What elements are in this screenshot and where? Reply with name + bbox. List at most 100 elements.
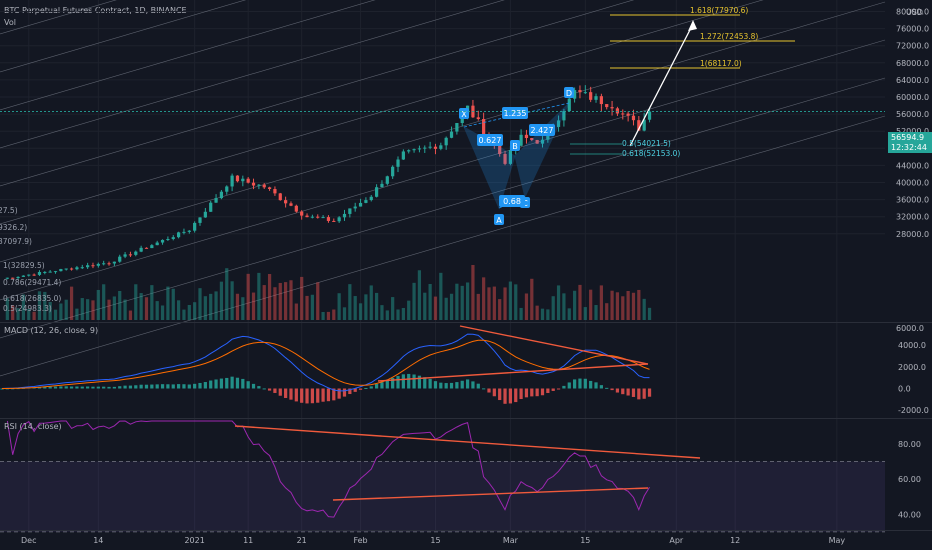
- volume-bar: [498, 299, 502, 320]
- candle-body: [241, 178, 245, 182]
- volume-bar: [53, 309, 58, 320]
- macd-histogram-bar: [273, 388, 277, 393]
- macd-histogram-bar: [583, 378, 587, 389]
- pattern-point-label: A: [496, 216, 502, 225]
- axes: 80000.0 76000.0 72000.0 68000.0 64000.0 60000…: [0, 8, 929, 545]
- macd-histogram-bar: [380, 382, 384, 389]
- volume-bar: [626, 290, 630, 320]
- macd-histogram-bar: [358, 388, 363, 390]
- macd-histogram-bar: [37, 386, 42, 389]
- macd-histogram-bar: [107, 386, 111, 389]
- volume-bar: [316, 282, 320, 320]
- macd-histogram-bar: [631, 388, 636, 397]
- candle-body: [428, 146, 432, 148]
- macd-histogram-bar: [407, 373, 411, 389]
- macd-histogram-bar: [535, 388, 539, 397]
- macd-histogram-bar: [48, 386, 52, 389]
- candle-body: [16, 276, 20, 279]
- volume-bar: [326, 311, 331, 320]
- candle-body: [300, 211, 304, 216]
- candle-body: [305, 215, 309, 218]
- macd-histogram-bar: [86, 386, 90, 389]
- pattern-ratio-label: 2.427: [531, 126, 554, 135]
- volume-bar: [412, 282, 416, 320]
- candle-body: [578, 90, 582, 93]
- volume-bar: [573, 290, 577, 320]
- candle-body: [5, 277, 9, 279]
- time-tick-label: 15: [580, 536, 590, 545]
- candle-body: [326, 217, 331, 221]
- macd-histogram-bar: [75, 386, 79, 389]
- time-tick-label: Apr: [669, 536, 684, 545]
- price-tick-label: 52000.0: [896, 127, 929, 136]
- macd-histogram-bar: [471, 381, 475, 389]
- candle-body: [69, 268, 74, 270]
- volume-bar: [465, 282, 470, 320]
- candle-body: [209, 202, 213, 212]
- volume-bar: [364, 294, 368, 320]
- price-tick-label: 36000.0: [896, 196, 929, 205]
- candle-body: [583, 92, 587, 94]
- macd-histogram-bar: [128, 385, 133, 389]
- volume-bar: [102, 284, 106, 320]
- macd-histogram-bar: [519, 388, 523, 400]
- volume-bar: [503, 287, 507, 320]
- candle-body: [530, 138, 534, 140]
- macd-histogram-bar: [64, 386, 68, 389]
- candle-body: [102, 263, 106, 265]
- candle-body: [615, 108, 620, 114]
- volume-bar: [118, 290, 122, 320]
- candle-body: [455, 123, 459, 132]
- current-price-tag: 56594.9: [888, 132, 932, 143]
- candle-body: [123, 254, 127, 257]
- candle-body: [21, 275, 26, 277]
- macd-histogram-bar: [289, 388, 293, 400]
- volume-bar: [567, 308, 571, 320]
- volume-bar: [348, 284, 352, 320]
- macd-histogram-bar: [599, 385, 603, 389]
- volume-bar: [476, 293, 480, 320]
- volume-bar: [594, 305, 598, 320]
- macd-histogram-bar: [187, 384, 191, 389]
- candle-body: [423, 147, 427, 149]
- price-tick-label: 32000.0: [896, 213, 929, 222]
- volume-bar: [332, 309, 336, 320]
- volume-bar: [369, 285, 373, 320]
- candle-body: [182, 231, 186, 233]
- price-tick-label: 28000.0: [896, 230, 929, 239]
- macd-histogram-bar: [439, 382, 443, 389]
- pane-separator-macd[interactable]: [0, 322, 932, 323]
- candle-body: [107, 263, 111, 265]
- candle-body: [118, 256, 122, 262]
- volume-bar: [599, 285, 603, 320]
- volume-bar: [48, 301, 52, 320]
- countdown-tag: 12:32:44: [888, 142, 932, 153]
- macd-histogram-bar: [573, 379, 577, 389]
- volume-bar: [460, 285, 464, 320]
- macd-histogram-bar: [444, 383, 448, 389]
- macd-tick-label: 2000.0: [898, 363, 926, 372]
- macd-histogram-bar: [498, 388, 502, 401]
- candle-body: [139, 247, 143, 252]
- volume-bar: [524, 293, 529, 320]
- price-tick-label: 64000.0: [896, 76, 929, 85]
- time-tick-label: May: [829, 536, 846, 545]
- pane-separator-rsi[interactable]: [0, 418, 932, 419]
- price-tick-label: 68000.0: [896, 59, 929, 68]
- volume-bar: [433, 296, 438, 320]
- candle-body: [203, 211, 207, 218]
- macd-histogram-bar: [546, 388, 550, 394]
- pattern-point-label: C: [522, 199, 528, 208]
- candle-body: [476, 117, 480, 120]
- pattern-point-label: D: [566, 89, 572, 98]
- volume-bar: [578, 284, 582, 320]
- candle-body: [621, 113, 625, 115]
- volume-bar: [535, 305, 539, 320]
- candle-body: [412, 149, 416, 151]
- time-tick-label: 12: [730, 536, 740, 545]
- macd-histogram-bar: [284, 388, 288, 398]
- candle-body: [401, 151, 405, 160]
- macd-histogram-bar: [225, 377, 229, 389]
- fib-retracement-label: 0.5(54021.5): [622, 139, 671, 148]
